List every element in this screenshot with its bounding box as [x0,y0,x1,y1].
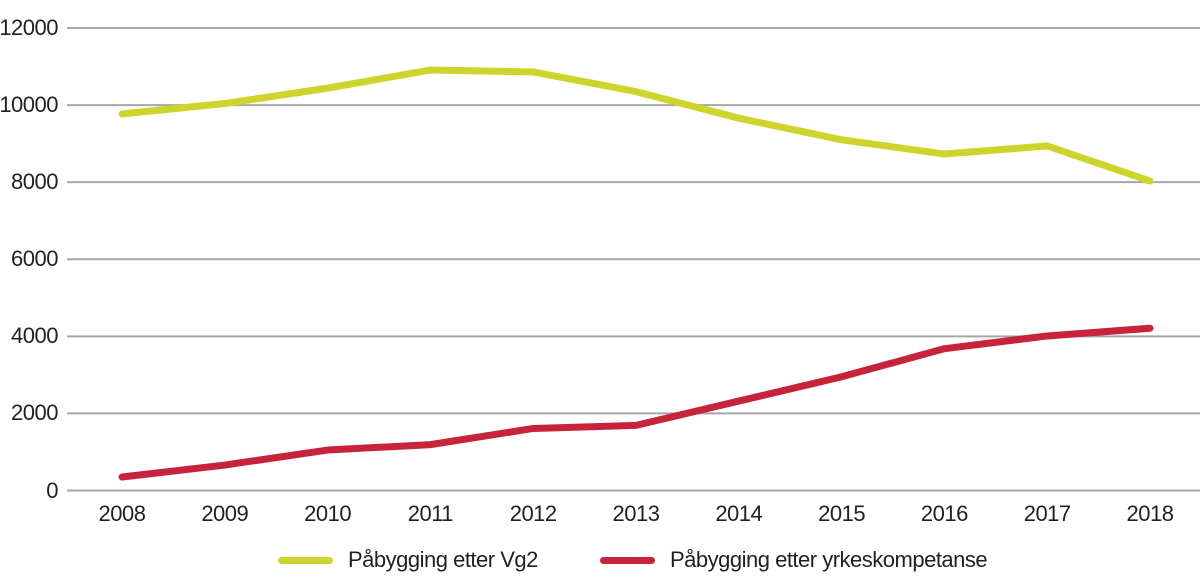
legend-item-pabygging-etter-yrkeskompetanse: Påbygging etter yrkeskompetanse [600,546,988,574]
x-axis-tick-label: 2011 [407,501,454,526]
y-axis-tick-label: 2000 [11,400,58,426]
legend-swatch-yellow-line-icon [278,556,333,564]
y-axis-tick-label: 6000 [11,246,58,272]
x-axis-tick-label: 2015 [818,501,866,526]
x-axis-tick-label: 2014 [715,501,763,526]
y-axis-tick-label: 10000 [0,92,58,118]
y-axis: 0 2000 4000 6000 8000 10000 12000 [0,0,58,586]
x-axis-tick-label: 2009 [201,501,249,526]
x-axis: 2008 2009 2010 2011 2012 2013 2014 2015 2016 2017… [0,501,1200,527]
y-axis-tick-label: 4000 [11,323,58,349]
x-axis-tick-label: 2013 [612,501,660,526]
y-axis-tick-label: 12000 [0,15,58,40]
x-axis-tick-label: 2010 [304,501,352,526]
legend-label: Påbygging etter Vg2 [348,547,538,572]
x-axis-tick-label: 2017 [1023,501,1071,526]
series-line-0 [118,66,1154,185]
x-axis-tick-label: 2012 [509,501,557,526]
x-axis-tick-label: 2008 [98,501,146,526]
x-axis-tick-label: 2018 [1126,501,1174,526]
series-line-1 [118,324,1154,481]
legend: Påbygging etter Vg2 Påbygging etter yrke… [0,546,1200,574]
legend-swatch-red-line-icon [600,556,655,564]
legend-label: Påbygging etter yrkeskompetanse [670,547,988,572]
y-axis-tick-label: 8000 [11,169,58,195]
x-axis-tick-label: 2016 [920,501,968,526]
y-axis-tick-label: 0 [46,477,58,503]
legend-item-pabygging-etter-vg2: Påbygging etter Vg2 [278,546,538,574]
